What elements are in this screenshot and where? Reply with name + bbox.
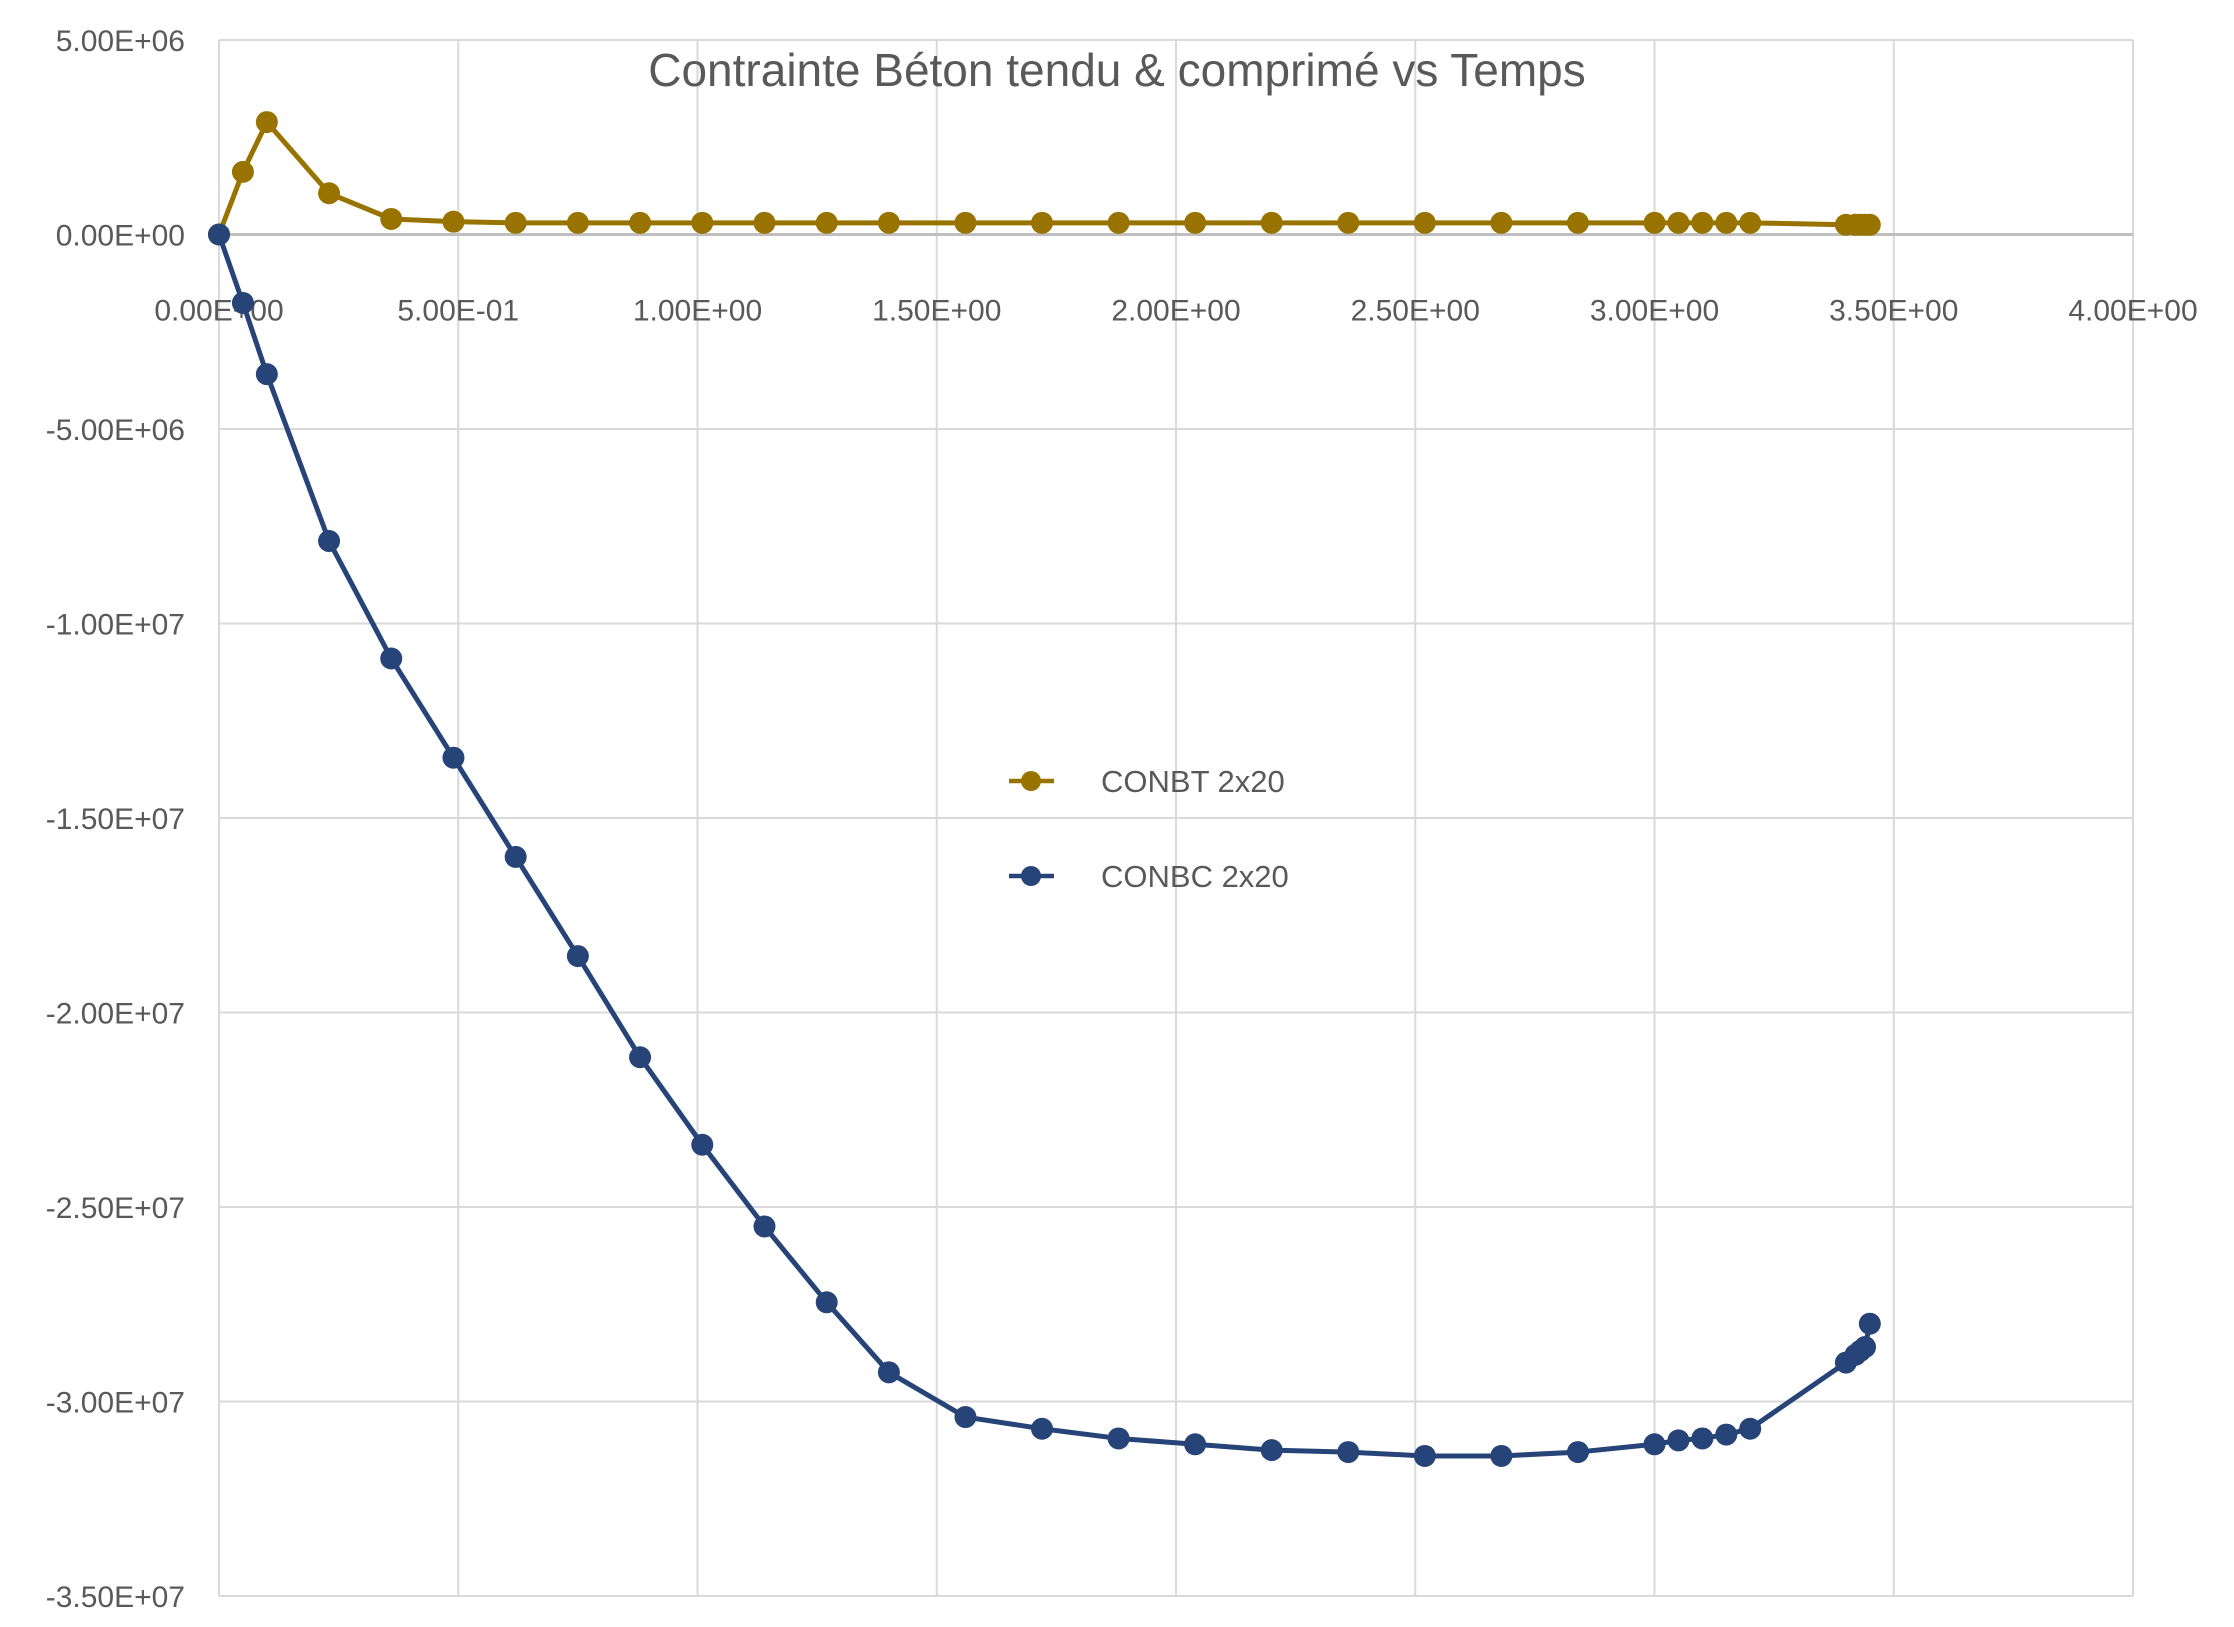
data-point[interactable]: [380, 207, 403, 230]
data-point[interactable]: [318, 182, 341, 205]
x-tick-label: 2.00E+00: [1111, 295, 1240, 328]
data-point[interactable]: [753, 211, 776, 234]
x-tick-label: 2.50E+00: [1351, 295, 1480, 328]
data-point[interactable]: [1107, 211, 1130, 234]
data-point[interactable]: [1031, 1417, 1054, 1440]
legend-marker-conbc: [1021, 866, 1041, 886]
data-point[interactable]: [231, 291, 254, 314]
data-point[interactable]: [629, 1046, 652, 1069]
y-tick-label: -2.00E+07: [46, 998, 185, 1031]
data-point[interactable]: [255, 363, 278, 386]
data-point[interactable]: [1490, 211, 1513, 234]
data-point[interactable]: [691, 211, 714, 234]
chart-title: Contrainte Béton tendu & comprimé vs Tem…: [648, 44, 1586, 96]
x-tick-label: 1.00E+00: [633, 295, 762, 328]
data-point[interactable]: [504, 211, 527, 234]
data-point[interactable]: [1184, 1433, 1207, 1456]
data-point[interactable]: [208, 223, 230, 246]
data-point[interactable]: [815, 1291, 838, 1314]
legend-label-conbt: CONBT 2x20: [1101, 764, 1285, 799]
data-point[interactable]: [954, 1406, 977, 1429]
data-point[interactable]: [1739, 211, 1762, 234]
data-point[interactable]: [691, 1133, 714, 1156]
legend: CONBT 2x20 CONBC 2x20: [1009, 764, 1289, 894]
series-conbc-2x20: [208, 223, 1881, 1467]
x-tick-label: 5.00E-01: [397, 295, 519, 328]
data-point[interactable]: [877, 211, 900, 234]
data-point[interactable]: [1667, 1429, 1690, 1452]
data-point[interactable]: [1691, 1427, 1714, 1450]
data-point[interactable]: [1184, 211, 1207, 234]
data-point[interactable]: [566, 945, 589, 968]
x-tick-label: 3.00E+00: [1590, 295, 1719, 328]
data-point[interactable]: [1337, 1441, 1360, 1464]
series-line: [216, 233, 1873, 1459]
data-point[interactable]: [1858, 1312, 1881, 1335]
data-point[interactable]: [442, 210, 465, 233]
legend-item-conbc[interactable]: CONBC 2x20: [1009, 859, 1289, 894]
y-tick-label: -5.00E+06: [46, 414, 185, 447]
x-tick-label: 1.50E+00: [872, 295, 1001, 328]
data-point[interactable]: [1260, 211, 1283, 234]
y-tick-label: 5.00E+06: [56, 25, 185, 58]
data-point[interactable]: [815, 211, 838, 234]
x-tick-label: 4.00E+00: [2068, 295, 2197, 328]
data-point[interactable]: [1490, 1444, 1513, 1467]
data-point[interactable]: [1739, 1417, 1762, 1440]
data-point[interactable]: [255, 111, 278, 134]
data-point[interactable]: [504, 845, 527, 868]
data-point[interactable]: [1337, 211, 1360, 234]
data-point[interactable]: [1715, 1423, 1738, 1446]
data-point[interactable]: [1643, 1433, 1666, 1456]
series-group: [208, 111, 1881, 1467]
data-point[interactable]: [566, 211, 589, 234]
data-point[interactable]: [1715, 211, 1738, 234]
y-tick-label: 0.00E+00: [56, 220, 185, 253]
data-point[interactable]: [1691, 211, 1714, 234]
data-point[interactable]: [442, 746, 465, 769]
y-tick-label: -1.00E+07: [46, 609, 185, 642]
x-axis-tick-labels: 0.00E+00 5.00E-01 1.00E+00 1.50E+00 2.00E+00…: [154, 295, 2197, 328]
data-point[interactable]: [1413, 211, 1436, 234]
data-point[interactable]: [1566, 1441, 1589, 1464]
y-tick-label: -3.50E+07: [46, 1581, 185, 1614]
data-point[interactable]: [1858, 213, 1881, 236]
y-tick-label: -3.00E+07: [46, 1387, 185, 1420]
data-point[interactable]: [1413, 1444, 1436, 1467]
data-point[interactable]: [753, 1215, 776, 1238]
data-point[interactable]: [1854, 1336, 1877, 1359]
series-conbt-2x20: [208, 111, 1881, 246]
y-axis-tick-labels: 5.00E+06 0.00E+00 -5.00E+06 -1.00E+07 -1.50E…: [46, 25, 185, 1614]
data-point[interactable]: [1667, 211, 1690, 234]
data-point[interactable]: [877, 1361, 900, 1384]
data-point[interactable]: [1107, 1427, 1130, 1450]
y-tick-label: -1.50E+07: [46, 803, 185, 836]
legend-label-conbc: CONBC 2x20: [1101, 859, 1289, 894]
x-tick-label: 3.50E+00: [1829, 295, 1958, 328]
data-point[interactable]: [318, 530, 341, 553]
data-point[interactable]: [380, 647, 403, 670]
data-point[interactable]: [1643, 211, 1666, 234]
x-tick-label: 0.00E+00: [154, 295, 283, 328]
y-tick-label: -2.50E+07: [46, 1192, 185, 1225]
legend-marker-conbt: [1021, 771, 1041, 791]
gridlines: [218, 39, 2134, 1597]
data-point[interactable]: [1031, 211, 1054, 234]
data-point[interactable]: [954, 211, 977, 234]
data-point[interactable]: [629, 211, 652, 234]
data-point[interactable]: [1566, 211, 1589, 234]
data-point[interactable]: [1260, 1439, 1283, 1462]
legend-item-conbt[interactable]: CONBT 2x20: [1009, 764, 1285, 799]
data-point[interactable]: [231, 160, 254, 183]
